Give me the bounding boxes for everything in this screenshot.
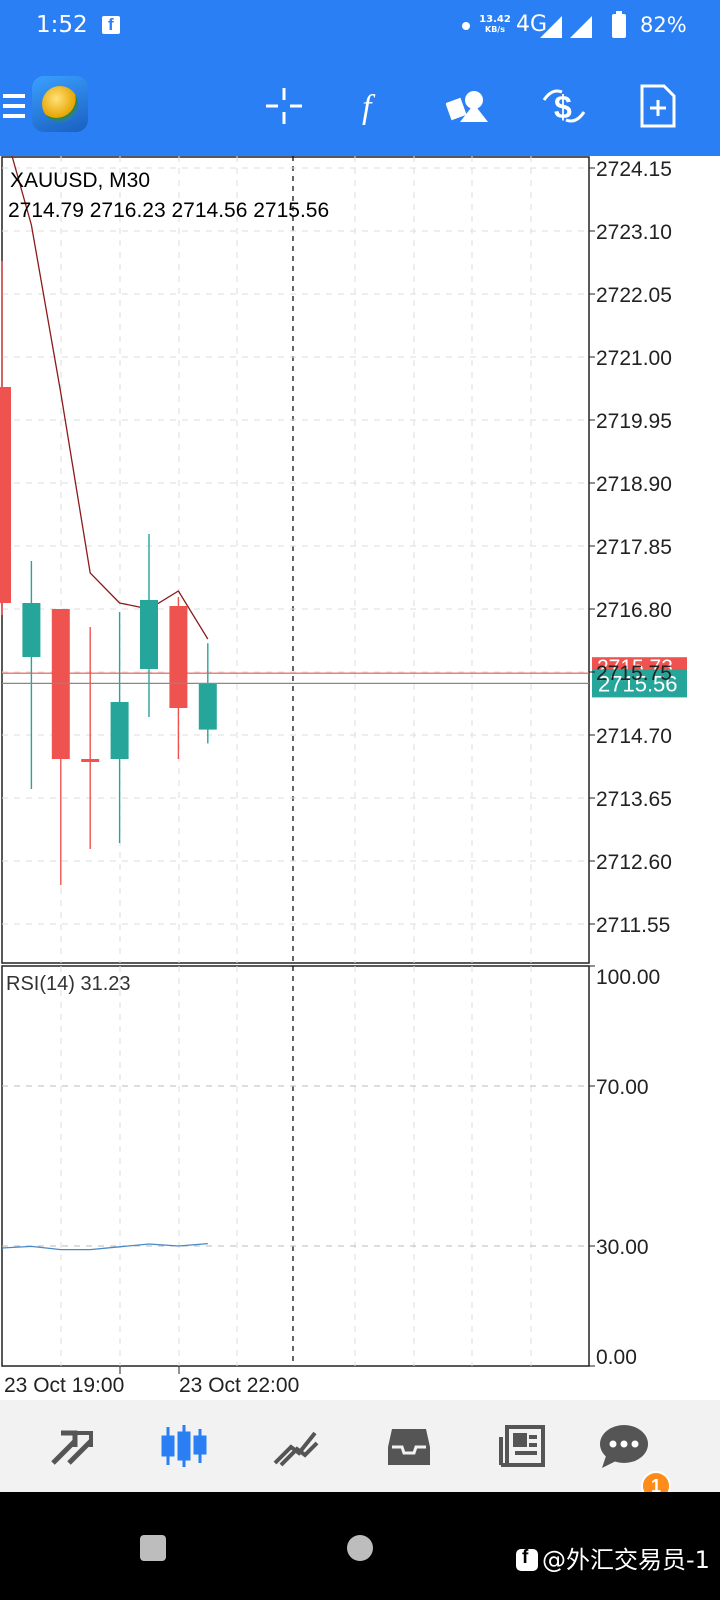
bid-tag: [592, 669, 687, 698]
watermark: f @外汇交易员-1: [516, 1540, 710, 1575]
price-tick-label: 2718.90: [596, 473, 672, 496]
logo-gem-icon: [42, 86, 78, 122]
facebook-logo-icon: f: [516, 1547, 538, 1571]
rsi-label: RSI(14) 31.23: [6, 973, 131, 995]
candle-body: [81, 759, 100, 762]
system-nav-bar: [0, 1492, 720, 1600]
price-chart[interactable]: 2715.73 2715.56 2724.15 2723.10 2722.05 2721…: [0, 155, 720, 1400]
candle-body: [110, 702, 129, 759]
price-axis: 2724.15 2723.10 2722.05 2721.00 2719.95 2718.…: [589, 158, 672, 937]
network-speed: 13.42 KB/s: [479, 14, 511, 34]
bottom-nav: [0, 1400, 720, 1492]
svg-text:f: f: [362, 89, 376, 126]
messages-icon[interactable]: [596, 1418, 652, 1474]
price-tick-label: 2717.85: [596, 536, 672, 559]
price-tick-label: 2713.65: [596, 788, 672, 811]
candle-body: [198, 683, 217, 730]
history-icon[interactable]: [381, 1418, 437, 1474]
menu-icon[interactable]: [0, 80, 44, 132]
price-tick-label: 2712.60: [596, 851, 672, 874]
svg-text:$: $: [554, 89, 572, 125]
new-order-icon[interactable]: [632, 80, 684, 132]
notification-dot-icon: [462, 22, 470, 30]
time-tick-label: 23 Oct 22:00: [179, 1374, 299, 1397]
candle-body: [22, 603, 41, 657]
candle-body: [0, 387, 11, 603]
candle-body: [140, 600, 158, 669]
news-icon[interactable]: [494, 1418, 550, 1474]
price-tick-label: 2714.70: [596, 725, 672, 748]
rsi-pane-frame: [1, 965, 590, 1367]
facebook-notification-icon: f: [102, 15, 120, 34]
battery-icon: [612, 11, 626, 38]
price-tick-label: 2716.80: [596, 599, 672, 622]
candles: [0, 261, 217, 885]
ohlc-label: 2714.79 2716.23 2714.56 2715.56: [8, 199, 329, 222]
home-button[interactable]: [347, 1535, 373, 1561]
ma-line: [11, 155, 209, 640]
price-tick-label: 2724.15: [596, 158, 672, 181]
quotes-icon[interactable]: [44, 1418, 100, 1474]
ma-polyline: [11, 155, 209, 640]
status-bar: 1:52 f 13.42 KB/s 4G 82%: [0, 0, 720, 56]
indicators-icon[interactable]: f: [346, 80, 398, 132]
rsi-tick-label: 30.00: [596, 1236, 649, 1259]
price-tick-label: 2715.75: [596, 662, 672, 685]
rsi-tick-label: 100.00: [596, 966, 660, 989]
time-axis: 23 Oct 19:00 23 Oct 22:00: [4, 1366, 299, 1397]
symbol-label: XAUUSD, M30: [10, 169, 150, 192]
network-type: 4G: [516, 12, 548, 37]
recents-button[interactable]: [140, 1535, 166, 1561]
price-tick-label: 2722.05: [596, 284, 672, 307]
status-time: 1:52: [36, 12, 88, 38]
price-tick-label: 2721.00: [596, 347, 672, 370]
rsi-tick-label: 70.00: [596, 1076, 649, 1099]
rsi-line: [1, 1242, 208, 1251]
price-tick-label: 2723.10: [596, 221, 672, 244]
signal-icon-2: [570, 16, 592, 38]
rsi-tick-label: 0.00: [596, 1346, 637, 1369]
price-tick-label: 2711.55: [596, 914, 670, 937]
price-tick-label: 2719.95: [596, 410, 672, 433]
crosshair-icon[interactable]: [258, 80, 310, 132]
rsi-panel: 100.00 70.00 30.00 0.00: [1, 965, 660, 1369]
bid-tag-label: 2715.56: [598, 671, 678, 696]
time-tick-label: 23 Oct 19:00: [4, 1374, 124, 1397]
candle-body: [169, 606, 188, 708]
metatrader-logo[interactable]: [32, 76, 88, 132]
objects-icon[interactable]: [442, 80, 494, 132]
signal-icon: [540, 16, 562, 38]
toolbar: f $: [0, 56, 720, 156]
chart-icon[interactable]: [156, 1418, 212, 1474]
battery-percent: 82%: [640, 13, 687, 37]
symbols-icon[interactable]: $: [538, 80, 590, 132]
trade-icon[interactable]: [268, 1418, 324, 1474]
